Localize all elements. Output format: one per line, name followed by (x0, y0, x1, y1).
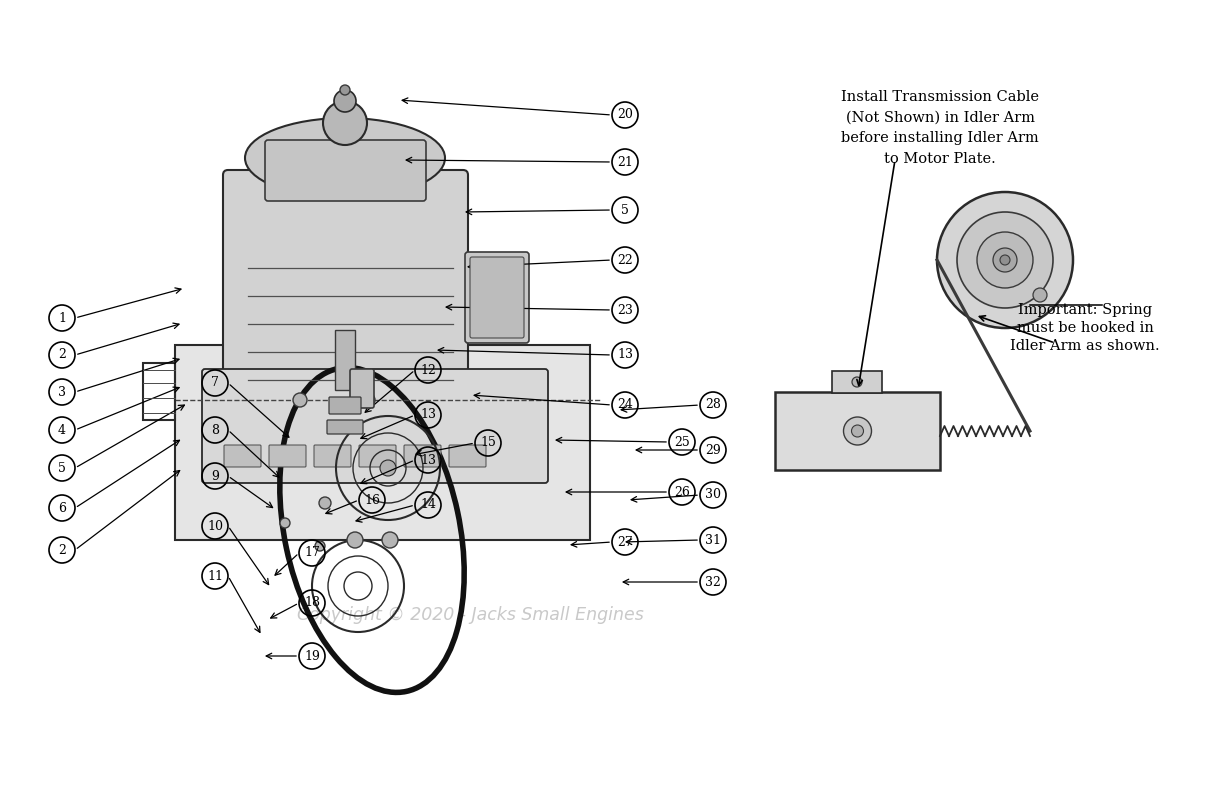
Text: 13: 13 (616, 348, 632, 361)
Text: Install Transmission Cable
(Not Shown) in Idler Arm
before installing Idler Arm
: Install Transmission Cable (Not Shown) i… (841, 90, 1039, 166)
FancyBboxPatch shape (329, 397, 361, 414)
FancyBboxPatch shape (775, 392, 939, 470)
Circle shape (957, 212, 1052, 308)
FancyBboxPatch shape (269, 445, 306, 467)
Text: 6: 6 (58, 502, 66, 515)
Circle shape (280, 518, 290, 528)
Text: Important: Spring: Important: Spring (1018, 303, 1152, 317)
Text: 20: 20 (616, 108, 632, 121)
Text: 2: 2 (58, 348, 66, 361)
Circle shape (1000, 255, 1009, 265)
Text: 25: 25 (674, 436, 690, 448)
Text: 1: 1 (58, 312, 66, 325)
Text: 3: 3 (58, 385, 66, 398)
Text: 11: 11 (208, 570, 223, 583)
FancyBboxPatch shape (201, 369, 548, 483)
Circle shape (382, 532, 398, 548)
Circle shape (844, 417, 872, 445)
Text: 24: 24 (616, 398, 632, 411)
Circle shape (937, 192, 1073, 328)
FancyBboxPatch shape (223, 170, 468, 395)
FancyBboxPatch shape (359, 445, 395, 467)
Text: 26: 26 (674, 486, 690, 499)
Text: 7: 7 (211, 377, 219, 389)
Text: 14: 14 (420, 499, 436, 511)
FancyBboxPatch shape (833, 371, 882, 393)
FancyBboxPatch shape (265, 140, 426, 201)
Text: Idler Arm as shown.: Idler Arm as shown. (1011, 339, 1159, 353)
Circle shape (851, 425, 863, 437)
Text: Small Engines: Small Engines (392, 440, 528, 460)
Circle shape (293, 393, 307, 407)
Text: 32: 32 (705, 575, 721, 588)
Text: 4: 4 (58, 423, 66, 436)
Circle shape (319, 497, 332, 509)
Circle shape (993, 248, 1017, 272)
FancyBboxPatch shape (465, 252, 529, 343)
Text: 5: 5 (58, 461, 66, 474)
Circle shape (852, 377, 862, 387)
FancyBboxPatch shape (449, 445, 486, 467)
Text: 2: 2 (58, 544, 66, 557)
FancyBboxPatch shape (223, 445, 262, 467)
Text: 8: 8 (211, 423, 219, 436)
Text: 10: 10 (208, 520, 223, 532)
Circle shape (340, 85, 350, 95)
Text: 27: 27 (618, 536, 632, 549)
Text: 13: 13 (420, 453, 436, 466)
Text: 28: 28 (705, 398, 721, 411)
Text: 16: 16 (363, 494, 379, 507)
FancyBboxPatch shape (470, 257, 524, 338)
Text: JACKS: JACKS (399, 411, 521, 445)
FancyBboxPatch shape (314, 445, 351, 467)
Text: 13: 13 (420, 409, 436, 422)
Text: 22: 22 (618, 254, 632, 267)
Circle shape (1033, 288, 1047, 302)
FancyBboxPatch shape (404, 445, 441, 467)
Text: 31: 31 (705, 533, 721, 546)
Text: must be hooked in: must be hooked in (1017, 321, 1153, 335)
Text: 12: 12 (420, 364, 436, 377)
Text: 17: 17 (305, 546, 321, 559)
Text: 19: 19 (305, 650, 321, 663)
Text: 29: 29 (705, 444, 721, 457)
Circle shape (977, 232, 1033, 288)
Circle shape (323, 101, 367, 145)
Text: 5: 5 (621, 204, 629, 217)
Circle shape (316, 541, 325, 551)
Text: 15: 15 (480, 436, 496, 449)
Circle shape (334, 90, 356, 112)
Text: R: R (491, 415, 497, 424)
FancyBboxPatch shape (327, 420, 363, 434)
Text: Copyright © 2020 - Jacks Small Engines: Copyright © 2020 - Jacks Small Engines (297, 606, 643, 624)
FancyBboxPatch shape (335, 330, 355, 390)
FancyBboxPatch shape (176, 345, 589, 540)
Text: 23: 23 (616, 304, 632, 317)
Ellipse shape (246, 118, 445, 198)
Circle shape (361, 393, 375, 407)
Text: 9: 9 (211, 469, 219, 482)
Text: 21: 21 (616, 155, 632, 169)
Text: 18: 18 (305, 596, 321, 609)
Circle shape (379, 460, 395, 476)
FancyBboxPatch shape (350, 369, 375, 408)
Text: 30: 30 (705, 489, 721, 502)
Circle shape (348, 532, 363, 548)
